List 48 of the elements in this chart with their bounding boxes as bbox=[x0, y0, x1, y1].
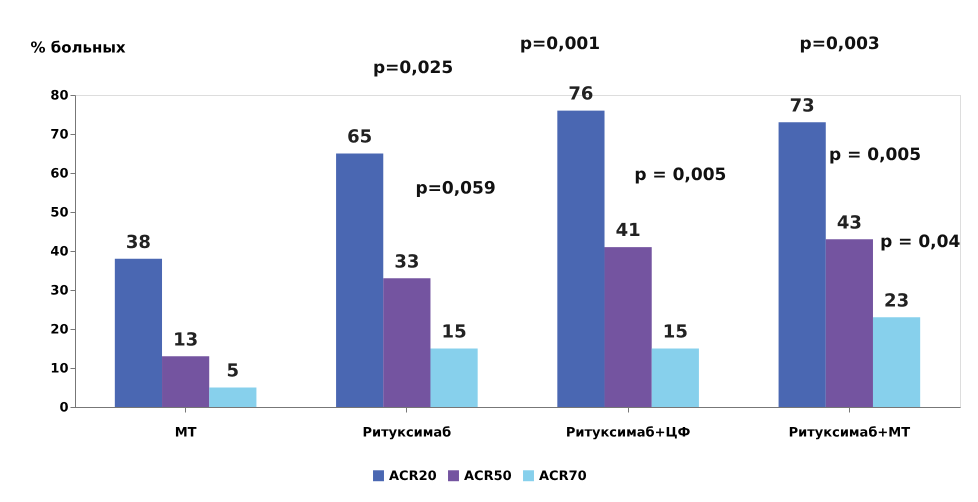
bar bbox=[826, 239, 873, 407]
y-tick-label: 80 bbox=[50, 88, 68, 104]
data-label: 38 bbox=[126, 232, 151, 253]
data-label: 41 bbox=[616, 220, 641, 242]
bar bbox=[604, 247, 652, 407]
y-tick-label: 10 bbox=[50, 362, 68, 376]
bar bbox=[209, 388, 256, 407]
y-tick-label: 50 bbox=[50, 206, 68, 220]
bar bbox=[336, 154, 384, 407]
data-label: 15 bbox=[442, 322, 467, 342]
y-tick-label: 60 bbox=[50, 166, 68, 182]
text: p=0,003 bbox=[800, 34, 880, 54]
legend-label: ACR20 bbox=[389, 468, 437, 484]
data-label: 5 bbox=[226, 360, 240, 382]
data-label: 15 bbox=[662, 322, 688, 342]
y-tick-label: 70 bbox=[50, 128, 68, 142]
data-label: 33 bbox=[394, 251, 420, 272]
bar bbox=[872, 317, 920, 407]
annotation: p = 0,005 bbox=[634, 164, 726, 185]
x-tick-label: Ритуксимаб bbox=[362, 426, 452, 440]
annotation: p=0,059 bbox=[415, 178, 496, 199]
x-tick-label: Ритуксимаб+ЦФ bbox=[566, 426, 691, 440]
y-axis-title: % больных bbox=[30, 38, 126, 56]
data-label: 23 bbox=[884, 290, 910, 312]
legend-label: ACR70 bbox=[539, 468, 587, 484]
y-tick-label: 30 bbox=[50, 284, 68, 298]
text: p=0,025 bbox=[372, 58, 454, 78]
data-label: 43 bbox=[836, 212, 862, 234]
bar bbox=[778, 122, 826, 407]
bar bbox=[383, 278, 430, 407]
data-label: 13 bbox=[173, 329, 198, 350]
annotation: p = 0,04 bbox=[880, 232, 960, 252]
data-label: 65 bbox=[347, 126, 372, 148]
bar bbox=[114, 258, 162, 407]
annotation: p = 0,005 bbox=[829, 144, 922, 165]
bar bbox=[557, 110, 605, 407]
y-tick-label: 20 bbox=[50, 322, 68, 338]
x-tick-label: Ритуксимаб+МТ bbox=[788, 426, 910, 440]
y-tick-label: 0 bbox=[59, 400, 68, 416]
text: p=0,001 bbox=[520, 34, 600, 54]
bar bbox=[430, 348, 478, 407]
x-tick-label: МТ bbox=[174, 426, 197, 440]
bar bbox=[162, 356, 210, 407]
data-label: 73 bbox=[790, 95, 815, 116]
y-tick-label: 40 bbox=[50, 244, 68, 260]
bar bbox=[652, 348, 699, 407]
legend-label: ACR50 bbox=[464, 468, 512, 484]
data-label: 76 bbox=[568, 84, 594, 105]
